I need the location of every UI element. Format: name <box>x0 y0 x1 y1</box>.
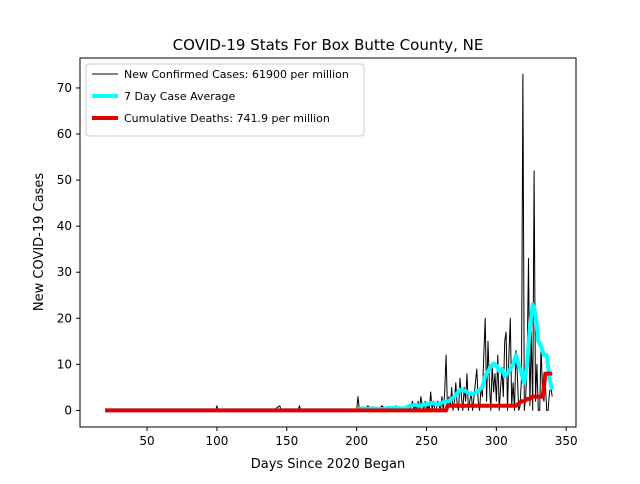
legend-label: Cumulative Deaths: 741.9 per million <box>124 112 330 125</box>
chart-title: COVID-19 Stats For Box Butte County, NE <box>173 36 484 54</box>
y-tick-label: 0 <box>64 403 72 417</box>
y-tick-label: 30 <box>57 265 72 279</box>
plot-area-frame <box>79 57 577 428</box>
legend: New Confirmed Cases: 61900 per million 7 … <box>85 63 365 137</box>
x-tick-label: 350 <box>555 434 578 448</box>
x-tick-label: 300 <box>485 434 508 448</box>
y-tick-label: 70 <box>57 81 72 95</box>
y-axis: 0 10 20 30 40 50 60 70 <box>57 81 80 417</box>
y-tick-label: 60 <box>57 127 72 141</box>
x-tick-label: 250 <box>415 434 438 448</box>
y-tick-label: 40 <box>57 219 72 233</box>
x-tick-label: 150 <box>275 434 298 448</box>
x-axis: 50 100 150 200 250 300 350 <box>139 427 578 448</box>
x-tick-label: 100 <box>205 434 228 448</box>
cumulative-deaths-line <box>105 371 553 413</box>
plot-lines <box>105 73 555 413</box>
y-tick-label: 20 <box>57 311 72 325</box>
legend-box <box>85 63 365 137</box>
x-axis-label: Days Since 2020 Began <box>251 457 406 472</box>
y-tick-label: 50 <box>57 173 72 187</box>
y-tick-label: 10 <box>57 357 72 371</box>
legend-label: New Confirmed Cases: 61900 per million <box>124 68 349 81</box>
x-tick-label: 50 <box>139 434 154 448</box>
y-axis-label: New COVID-19 Cases <box>32 173 47 311</box>
legend-label: 7 Day Case Average <box>124 90 236 103</box>
x-tick-label: 200 <box>345 434 368 448</box>
